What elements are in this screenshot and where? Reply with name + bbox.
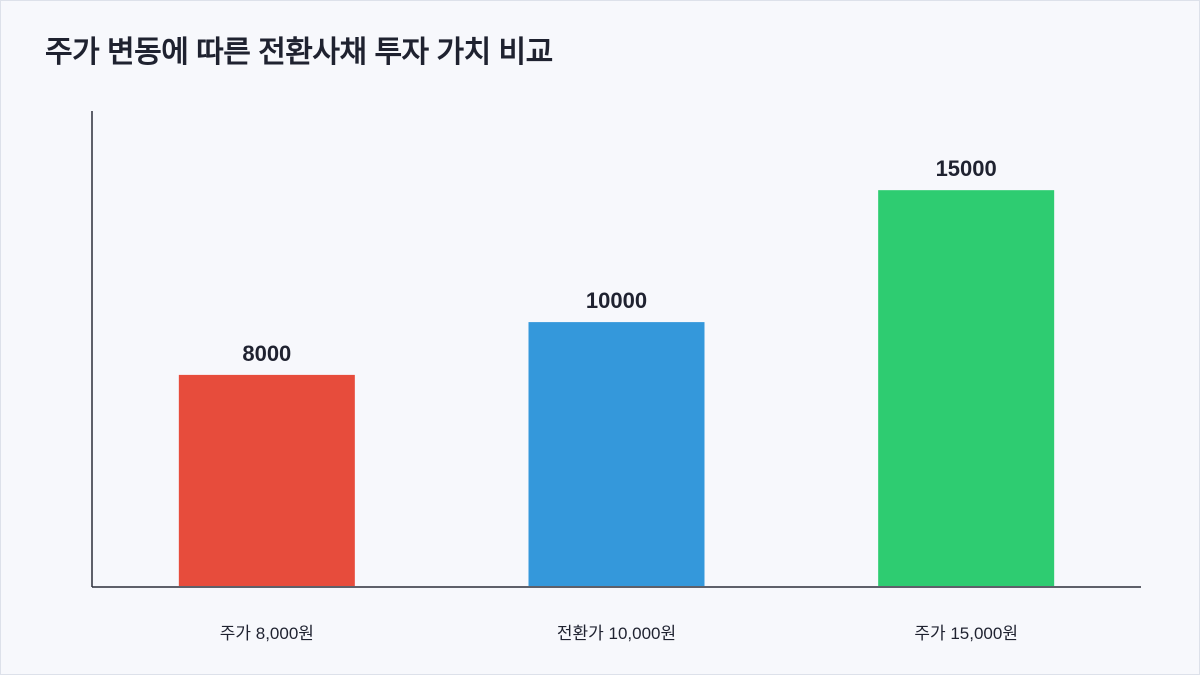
chart-title: 주가 변동에 따른 전환사채 투자 가치 비교	[45, 36, 553, 69]
bar-value-label-2: 10000	[586, 288, 647, 313]
bar-3	[878, 190, 1055, 586]
bar-value-label-3: 15000	[936, 156, 997, 181]
bar-2	[528, 322, 705, 586]
bar-1	[178, 374, 355, 586]
x-tick-label-1: 주가 8,000원	[220, 624, 314, 643]
x-tick-label-2: 전환가 10,000원	[557, 624, 676, 643]
x-tick-label-3: 주가 15,000원	[914, 624, 1018, 643]
bar-value-label-1: 8000	[242, 341, 291, 366]
